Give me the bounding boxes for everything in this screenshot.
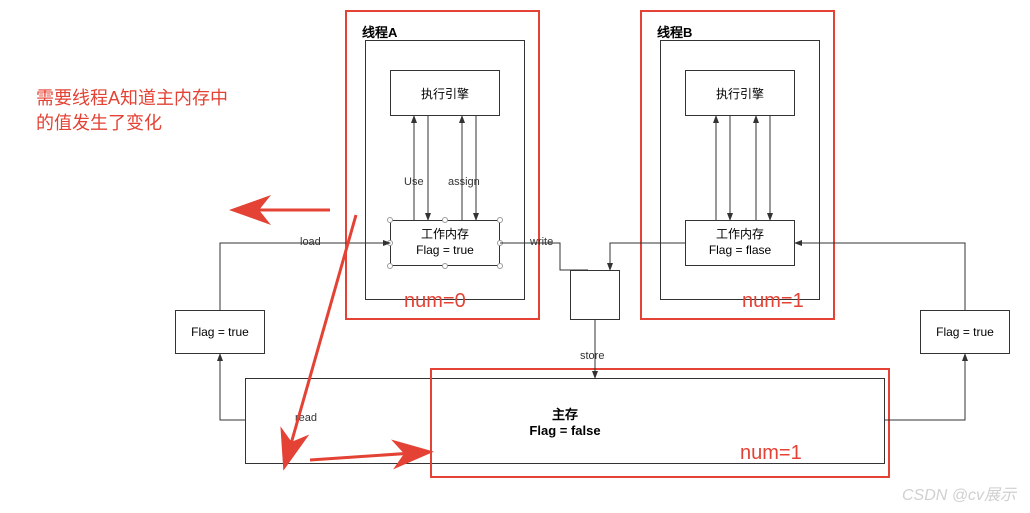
load-label: load xyxy=(300,236,321,248)
watermark: CSDN @cv展示 xyxy=(902,481,1016,505)
sel-handle xyxy=(442,217,448,223)
sel-handle xyxy=(387,217,393,223)
thread-b-workmem-l2: Flag = flase xyxy=(709,243,771,259)
right-flag-box: Flag = true xyxy=(920,310,1010,354)
annotation-line2: 的值发生了变化 xyxy=(36,113,162,133)
thread-b-engine-label: 执行引擎 xyxy=(716,85,764,102)
store-label: store xyxy=(580,350,604,362)
write-label: write xyxy=(530,236,553,248)
thread-b-num: num=1 xyxy=(742,290,804,313)
annotation-line1: 需要线程A知道主内存中 xyxy=(36,88,228,108)
sel-handle xyxy=(442,263,448,269)
thread-a-workmem-l2: Flag = true xyxy=(416,243,474,259)
use-label: Use xyxy=(404,176,424,188)
thread-b-engine: 执行引擎 xyxy=(685,70,795,116)
assign-label: assign xyxy=(448,176,480,188)
thread-a-workmem-l1: 工作内存 xyxy=(421,227,469,243)
thread-b-title: 线程B xyxy=(657,22,692,41)
annotation-text: 需要线程A知道主内存中 的值发生了变化 xyxy=(36,86,228,136)
thread-a-num: num=0 xyxy=(404,290,466,313)
left-flag-box: Flag = true xyxy=(175,310,265,354)
thread-b-workmem: 工作内存 Flag = flase xyxy=(685,220,795,266)
main-memory-highlight xyxy=(430,368,890,478)
sel-handle xyxy=(497,240,503,246)
thread-a-workmem: 工作内存 Flag = true xyxy=(390,220,500,266)
right-flag-label: Flag = true xyxy=(936,325,994,339)
read-label: read xyxy=(295,412,317,424)
thread-a-engine: 执行引擎 xyxy=(390,70,500,116)
store-box xyxy=(570,270,620,320)
sel-handle xyxy=(387,263,393,269)
sel-handle xyxy=(387,240,393,246)
left-flag-label: Flag = true xyxy=(191,325,249,339)
thread-a-engine-label: 执行引擎 xyxy=(421,85,469,102)
main-mem-num: num=1 xyxy=(740,442,802,465)
sel-handle xyxy=(497,263,503,269)
sel-handle xyxy=(497,217,503,223)
thread-b-workmem-l1: 工作内存 xyxy=(716,227,764,243)
thread-a-title: 线程A xyxy=(362,22,397,41)
